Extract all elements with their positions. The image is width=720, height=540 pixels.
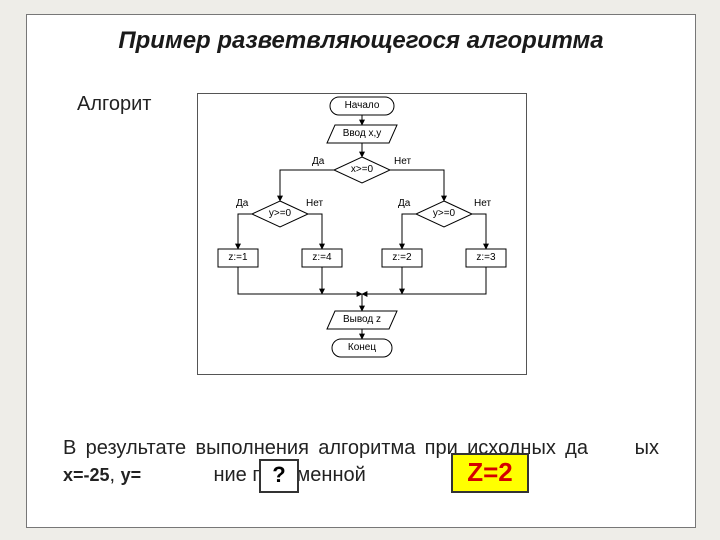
node-start — [330, 97, 394, 115]
result-paragraph: В результате выполнения алгоритма при ис… — [63, 435, 659, 489]
slide-title: Пример разветвляющегося алгоритма — [47, 27, 675, 56]
edge — [238, 214, 252, 249]
y-value: у= — [121, 465, 142, 485]
result-gap: ых — [635, 437, 659, 459]
algo-label: Алгорит — [77, 93, 151, 116]
edge — [362, 267, 486, 294]
x-value: х=-25 — [63, 465, 110, 485]
edge — [280, 170, 334, 201]
node-output — [327, 311, 397, 329]
edge-label: Нет — [394, 156, 411, 167]
edge-label: Да — [312, 156, 324, 167]
edge-label: Нет — [474, 198, 491, 209]
edge-label: Да — [236, 198, 248, 209]
edge — [390, 170, 444, 201]
node-input — [327, 125, 397, 143]
node-d2l — [252, 201, 308, 227]
flowchart-svg — [198, 94, 526, 374]
question-box: ? — [259, 459, 299, 493]
flowchart: НачалоВвод x,yx>=0y>=0y>=0z:=1z:=4z:=2z:… — [197, 93, 527, 375]
node-d2r — [416, 201, 472, 227]
edge — [238, 267, 362, 294]
node-end — [332, 339, 392, 357]
edge-label: Да — [398, 198, 410, 209]
edge — [472, 214, 486, 249]
node-z2 — [382, 249, 422, 267]
answer-z-box: Z=2 — [451, 453, 529, 493]
edge — [308, 214, 322, 249]
slide-frame: Пример разветвляющегося алгоритма Алгори… — [26, 14, 696, 528]
node-d1 — [334, 157, 390, 183]
edge-label: Нет — [306, 198, 323, 209]
node-z1 — [218, 249, 258, 267]
edge — [402, 214, 416, 249]
node-z3 — [466, 249, 506, 267]
node-z4 — [302, 249, 342, 267]
